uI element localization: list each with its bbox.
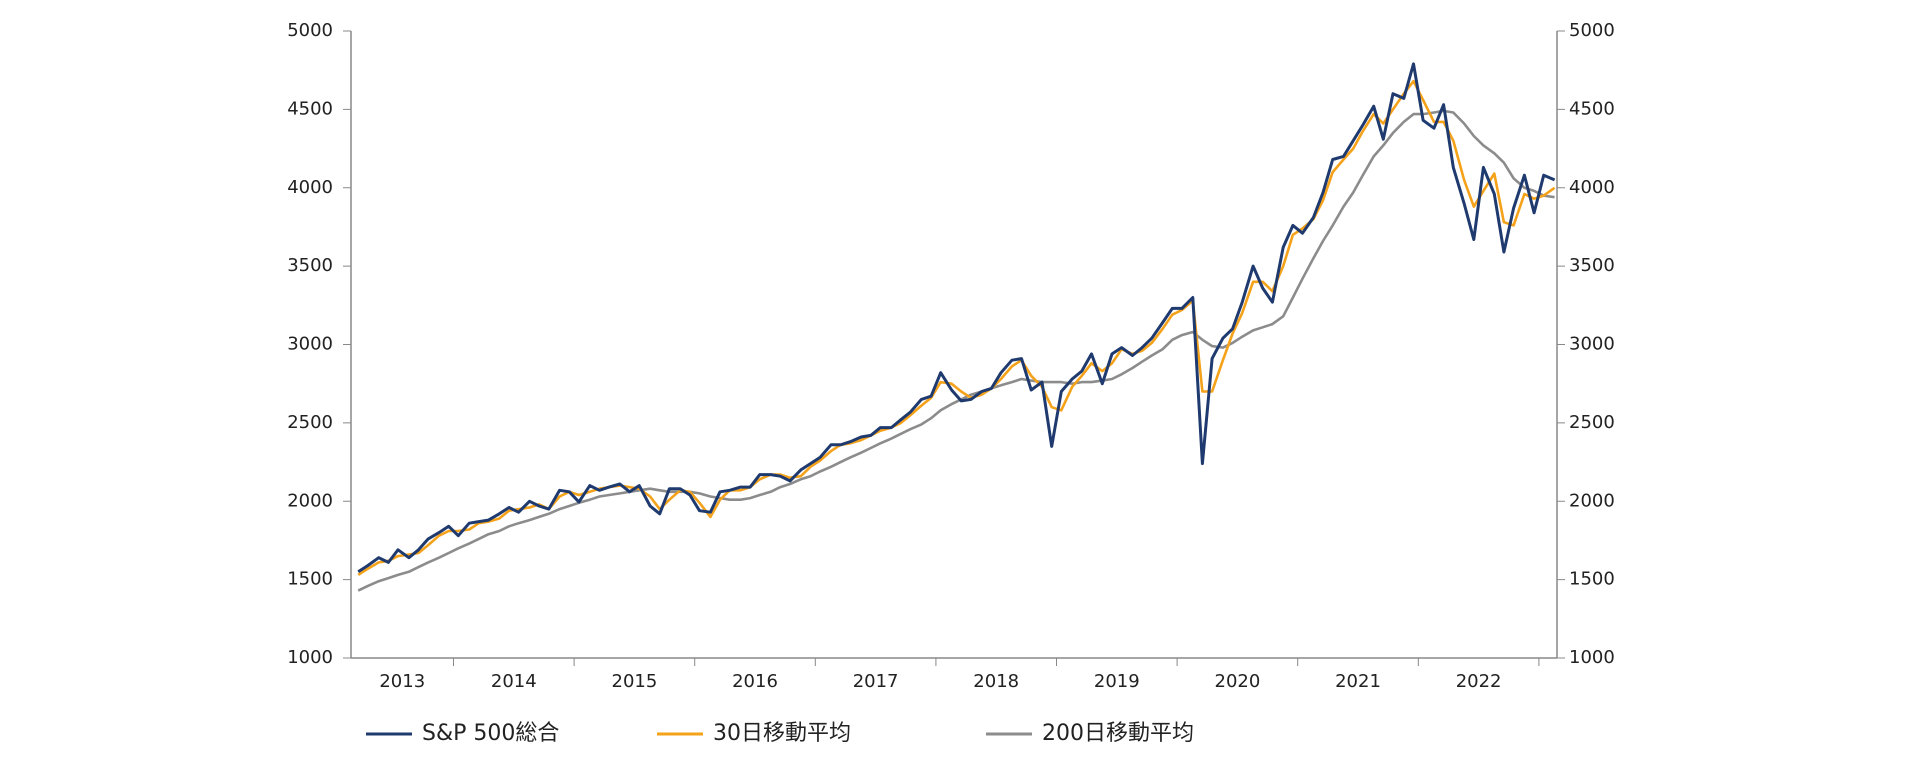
x-tick-label: 2017 [853, 671, 899, 692]
x-tick-label: 2018 [973, 671, 1019, 692]
legend-label: 30日移動平均 [713, 721, 851, 746]
y-tick-label: 3000 [287, 334, 333, 355]
series-line [357, 109, 1555, 592]
y2-tick-label: 2000 [1569, 490, 1615, 511]
y2-tick-label: 5000 [1569, 20, 1615, 41]
x-tick-label: 2021 [1335, 671, 1381, 692]
y-tick-label: 4500 [287, 98, 333, 119]
y2-tick-label: 4000 [1569, 177, 1615, 198]
y2-tick-label: 3000 [1569, 334, 1615, 355]
x-tick-label: 2020 [1215, 671, 1261, 692]
y-tick-label: 1500 [287, 569, 333, 590]
y-tick-label: 3500 [287, 255, 333, 276]
y2-tick-label: 1500 [1569, 569, 1615, 590]
y-tick-label: 2000 [287, 490, 333, 511]
x-tick-label: 2014 [491, 671, 537, 692]
x-tick-label: 2022 [1456, 671, 1502, 692]
y-tick-label: 5000 [287, 20, 333, 41]
y2-tick-label: 4500 [1569, 98, 1615, 119]
y2-tick-label: 3500 [1569, 255, 1615, 276]
x-tick-label: 2013 [379, 671, 425, 692]
x-tick-label: 2015 [612, 671, 658, 692]
series-line [357, 62, 1556, 574]
y-tick-label: 1000 [287, 647, 333, 668]
legend-label: 200日移動平均 [1042, 721, 1194, 746]
x-tick-label: 2016 [732, 671, 778, 692]
legend-label: S&P 500総合 [422, 721, 559, 746]
y-tick-label: 4000 [287, 177, 333, 198]
y2-tick-label: 2500 [1569, 412, 1615, 433]
y2-tick-label: 1000 [1569, 647, 1615, 668]
series-line [357, 79, 1556, 576]
x-tick-label: 2019 [1094, 671, 1140, 692]
y-tick-label: 2500 [287, 412, 333, 433]
